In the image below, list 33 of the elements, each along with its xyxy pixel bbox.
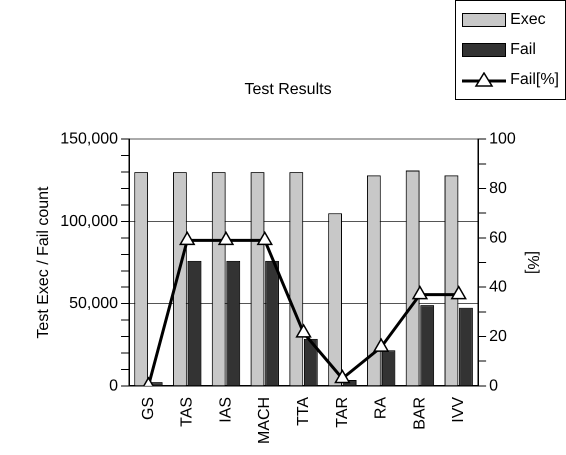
point [296,324,312,338]
y-axis-title: Test Exec / Fail count [35,186,52,339]
x-tick-label: TAS [178,396,196,427]
y-tick-label: 50,000 [69,295,118,312]
y-tick-label: 0 [109,377,118,394]
y2-tick-label: 80 [489,180,508,197]
x-tick-label: IVV [450,396,468,423]
x-tick-label: BAR [411,396,428,430]
legend-label: Fail[%] [510,71,559,89]
point [451,286,466,300]
y2-tick-label: 100 [489,130,516,148]
x-tick-label: GS [140,396,157,420]
y2-tick-label: 40 [489,278,508,296]
y-tick-label: 100,000 [60,212,118,230]
point [180,232,195,246]
y2-tick-label: 60 [489,229,508,246]
x-tick-label: IAS [217,396,234,423]
point [412,286,428,300]
chart-title: Test Results [244,81,332,98]
point [334,370,350,384]
x-tick-label: RA [372,396,390,420]
x-tick-label: TTA [294,396,312,426]
y-tick-label: 150,000 [60,130,118,148]
y2-tick-label: 20 [489,328,508,345]
point [218,232,234,246]
y2-tick-label: 0 [489,377,498,394]
point [257,232,272,246]
y2-axis-title: [%] [524,250,541,274]
x-tick-label: TAR [334,396,351,428]
legend-label: Fail [510,41,536,59]
x-tick-label: MACH [256,396,274,444]
legend-label: Exec [510,11,546,29]
point [373,338,389,352]
